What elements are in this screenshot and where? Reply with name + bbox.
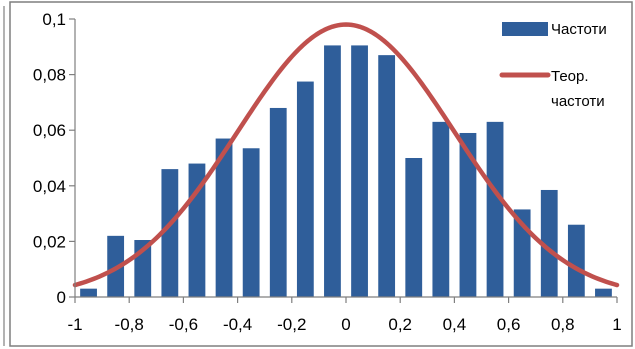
- chart-border: [9, 1, 633, 347]
- legend: Частоти Теор. частоти: [499, 21, 607, 110]
- bar: [296, 81, 314, 297]
- x-tick-label: 0,8: [551, 315, 575, 334]
- y-axis-ticks: 0 0,02 0,04 0,06 0,08 0,1: [33, 10, 75, 307]
- bar: [80, 288, 97, 297]
- y-tick-label: 0,08: [33, 66, 66, 85]
- x-tick-label: -0,2: [277, 315, 306, 334]
- bar: [595, 288, 612, 297]
- bar-series: [80, 45, 612, 298]
- bar: [324, 45, 341, 297]
- x-tick-label: 0,2: [388, 315, 412, 334]
- bar: [161, 169, 179, 297]
- line-series: [72, 22, 620, 288]
- x-tick-label: -0,4: [223, 315, 252, 334]
- bar: [567, 224, 585, 297]
- legend-label-line-2: частоти: [551, 93, 605, 110]
- bar: [351, 45, 368, 297]
- x-tick-label: 1: [612, 315, 621, 334]
- y-tick-label: 0: [57, 288, 66, 307]
- bar: [540, 189, 558, 297]
- bar: [242, 148, 260, 297]
- bar: [405, 158, 423, 297]
- x-tick-label: 0,6: [497, 315, 521, 334]
- y-tick-label: 0,06: [33, 121, 66, 140]
- x-tick-label: -1: [67, 315, 82, 334]
- x-tick-label: 0: [341, 315, 350, 334]
- y-tick-label: 0,02: [33, 232, 66, 251]
- legend-swatch-bars: [502, 22, 548, 36]
- y-tick-label: 0,1: [42, 10, 66, 29]
- x-tick-label: -0,6: [169, 315, 198, 334]
- bar: [378, 55, 396, 297]
- bar: [432, 121, 450, 297]
- legend-label-bars: Частоти: [551, 21, 607, 38]
- bar: [459, 132, 477, 297]
- bar: [269, 107, 287, 298]
- y-tick-label: 0,04: [33, 177, 66, 196]
- bar: [486, 121, 504, 297]
- theoretical-curve: [72, 22, 620, 288]
- legend-label-line-1: Теор.: [551, 68, 589, 85]
- x-tick-label: 0,4: [443, 315, 467, 334]
- x-tick-label: -0,8: [115, 315, 144, 334]
- bar: [215, 138, 233, 297]
- x-axis-ticks: -1 -0,8 -0,6 -0,4 -0,2 0 0,2 0,4 0,6 0,8 1: [67, 297, 622, 334]
